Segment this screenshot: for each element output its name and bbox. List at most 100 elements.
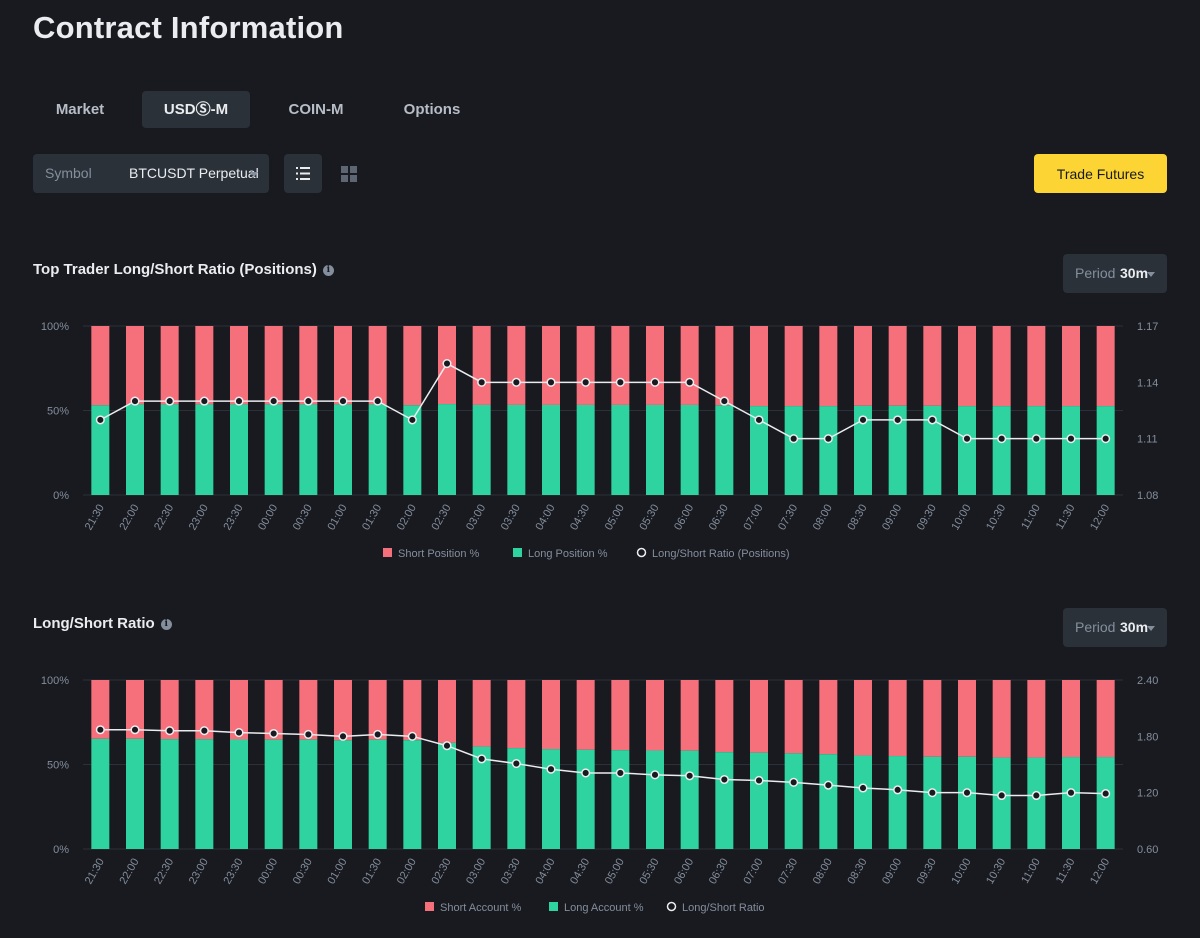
x-tick-label: 01:00	[325, 857, 349, 887]
tab-market[interactable]: Market	[55, 101, 105, 118]
positions-short-bar	[992, 326, 1011, 407]
grid-view-button[interactable]	[330, 154, 368, 193]
x-tick-label: 23:00	[187, 857, 211, 887]
accounts-long-bar	[1096, 757, 1115, 849]
x-tick-label: 11:00	[1019, 503, 1043, 532]
accounts-short-bar	[1096, 680, 1115, 758]
positions-ratio-point	[997, 434, 1007, 444]
positions-short-bar	[958, 326, 976, 407]
positions-short-bar	[160, 326, 179, 405]
positions-long-bar	[126, 404, 144, 495]
accounts-short-bar	[680, 680, 699, 751]
accounts-ratio-point	[1066, 788, 1076, 798]
symbol-value: BTCUSDT Perpetual	[129, 165, 259, 181]
period-label: Period	[1075, 619, 1116, 635]
y-right-tick-label: 1.11	[1137, 434, 1158, 446]
accounts-long-bar	[264, 739, 283, 849]
x-tick-label: 12:00	[1088, 503, 1112, 533]
positions-period-select[interactable]: Period 30m	[1063, 254, 1167, 293]
accounts-short-bar	[646, 680, 664, 751]
info-icon[interactable]: i	[160, 618, 172, 630]
positions-long-bar	[1096, 406, 1115, 495]
positions-long-bar	[472, 404, 491, 495]
symbol-select[interactable]: Symbol BTCUSDT Perpetual	[33, 154, 269, 193]
positions-short-bar	[923, 326, 942, 406]
positions-short-bar	[854, 326, 872, 406]
accounts-ratio-point	[823, 780, 833, 790]
accounts-ratio-point	[997, 790, 1007, 801]
x-tick-label: 06:30	[707, 857, 731, 887]
accounts-ratio-point	[719, 774, 729, 785]
caret-down-icon	[1147, 626, 1155, 631]
accounts-chart: 100% 50% 0% 2.40 1.80 1.20 0.60 21:30 22:00 22:30…	[41, 675, 1159, 914]
accounts-ratio-point	[546, 764, 556, 774]
x-tick-label: 02:30	[429, 503, 453, 533]
x-tick-label: 09:00	[880, 857, 904, 887]
x-tick-label: 05:00	[603, 857, 627, 887]
positions-long-bar	[334, 404, 352, 495]
positions-ratio-point	[893, 415, 903, 425]
positions-long-bar	[438, 404, 456, 495]
positions-long-bar	[715, 405, 734, 495]
positions-short-bar	[1096, 326, 1115, 407]
accounts-ratio-point	[962, 788, 972, 798]
legend-label: Long/Short Ratio	[682, 902, 765, 914]
trade-futures-button[interactable]: Trade Futures	[1034, 154, 1167, 193]
list-view-button[interactable]	[284, 154, 322, 193]
positions-long-bar	[680, 404, 699, 495]
x-tick-label: 23:00	[187, 503, 211, 533]
positions-long-bar	[888, 405, 907, 495]
accounts-period-select[interactable]: Period 30m	[1063, 608, 1167, 647]
x-tick-label: 03:30	[499, 857, 523, 887]
x-tick-label: 10:00	[949, 857, 973, 887]
accounts-long-bar	[160, 739, 179, 849]
accounts-short-bar	[611, 680, 630, 751]
x-tick-label: 05:30	[637, 503, 661, 533]
positions-long-bar	[646, 404, 664, 495]
x-tick-label: 11:30	[1054, 857, 1078, 886]
y-right-tick-label: 0.60	[1137, 844, 1158, 856]
positions-short-bar	[195, 326, 214, 405]
positions-long-bar	[542, 404, 560, 495]
x-tick-label: 01:00	[325, 503, 349, 533]
accounts-long-bar	[403, 740, 422, 849]
positions-long-bar	[230, 404, 248, 495]
accounts-short-bar	[403, 680, 422, 741]
positions-short-bar	[126, 326, 144, 405]
accounts-ratio-point	[1101, 789, 1111, 799]
x-tick-label: 09:30	[915, 503, 939, 533]
positions-short-bar	[299, 326, 318, 405]
tab-usds-m[interactable]: USDⓈ-M	[142, 91, 250, 128]
legend-label: Short Position %	[398, 548, 480, 560]
x-tick-label: 04:30	[568, 857, 592, 887]
positions-long-bar	[992, 406, 1011, 495]
y-right-tick-label: 1.17	[1137, 321, 1158, 333]
accounts-title-text: Long/Short Ratio	[33, 615, 155, 632]
positions-ratio-point	[511, 377, 521, 387]
tab-coin-m[interactable]: COIN-M	[288, 101, 344, 118]
tab-options[interactable]: Options	[403, 101, 461, 118]
legend-swatch	[425, 902, 434, 911]
legend-label: Short Account %	[440, 902, 522, 914]
info-icon[interactable]: i	[322, 264, 334, 276]
accounts-section-title: Long/Short Ratio i	[33, 615, 172, 632]
positions-ratio-point	[95, 415, 105, 425]
x-tick-label: 04:30	[568, 503, 592, 533]
y-right-tick-label: 1.08	[1137, 490, 1158, 502]
y-left-tick-label: 0%	[53, 844, 69, 856]
accounts-long-bar	[646, 750, 664, 849]
x-tick-label: 06:00	[672, 503, 696, 533]
x-tick-label: 11:30	[1054, 503, 1078, 532]
accounts-ratio-point	[615, 768, 625, 778]
positions-long-bar	[195, 404, 214, 495]
positions-ratio-line	[99, 362, 1106, 440]
positions-title-text: Top Trader Long/Short Ratio (Positions)	[33, 261, 317, 278]
accounts-long-bar	[334, 740, 352, 849]
x-tick-label: 07:30	[776, 857, 800, 887]
x-tick-label: 21:30	[83, 857, 107, 887]
positions-long-bar	[264, 404, 283, 495]
x-tick-label: 05:30	[637, 857, 661, 887]
legend-label: Long Position %	[528, 548, 608, 560]
positions-short-bar	[230, 326, 248, 405]
accounts-short-bar	[368, 680, 387, 740]
